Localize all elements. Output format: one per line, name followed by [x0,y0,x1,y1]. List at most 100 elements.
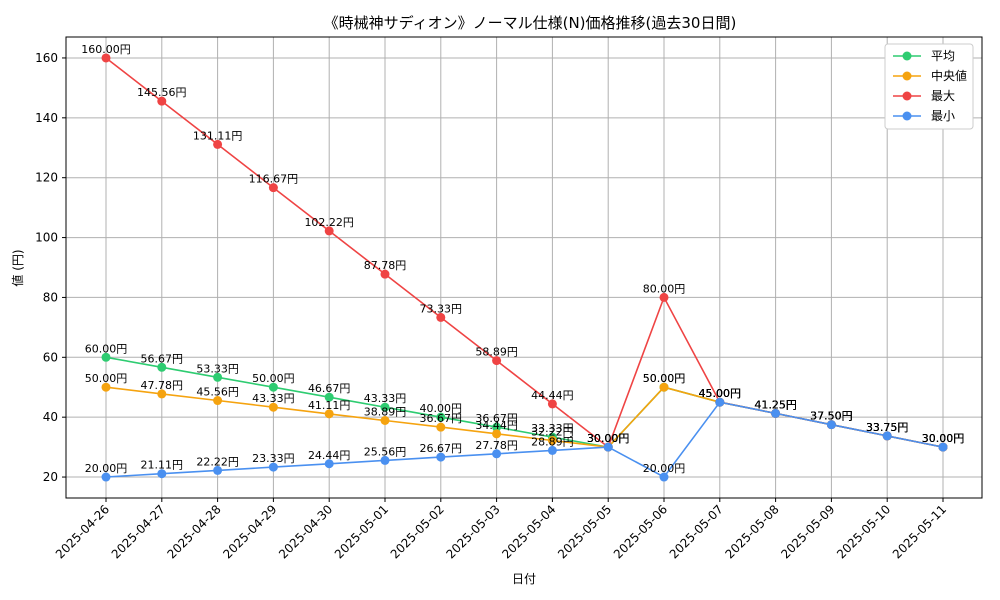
data-point [157,469,167,479]
data-point [157,96,167,106]
data-label: 50.00円 [643,372,686,385]
data-label: 37.50円 [810,410,853,423]
y-tick-label: 160 [35,51,58,65]
legend-item-平均: 平均 [893,49,955,63]
data-label: 30.00円 [922,432,965,445]
y-tick-label: 80 [43,290,58,304]
data-label: 53.33円 [196,362,239,375]
y-axis-ticks: 20 40 60 80 100 120 140 160 [35,51,66,484]
data-point [213,396,223,406]
data-label: 73.33円 [420,302,463,315]
data-point [659,382,669,392]
data-point [101,472,111,482]
data-label: 20.00円 [85,462,128,475]
data-point [380,415,390,425]
data-point [492,429,502,439]
data-point [882,431,892,441]
data-label: 20.00円 [643,462,686,475]
data-point [938,442,948,452]
data-label: 30.00円 [587,432,630,445]
y-tick-label: 140 [35,111,58,125]
data-label: 45.00円 [699,387,742,400]
data-label: 145.56円 [137,86,187,99]
data-point [659,472,669,482]
data-point [547,399,557,409]
legend-label: 中央値 [931,68,967,83]
data-label: 45.00円 [699,387,742,400]
y-tick-label: 20 [43,470,58,484]
data-point [603,442,613,452]
y-axis-label: 値 (円) [10,249,25,286]
data-label: 46.67円 [308,382,351,395]
data-label: 50.00円 [643,372,686,385]
data-label: 33.75円 [866,421,909,434]
data-point [268,183,278,193]
data-label: 24.44円 [308,449,351,462]
data-label: 116.67円 [249,173,299,186]
legend-box [884,43,974,130]
data-label: 41.11円 [308,399,351,412]
legend-item-最小: 最小 [893,109,955,123]
y-tick-label: 40 [43,410,58,424]
data-point [826,420,836,430]
y-tick-label: 100 [35,231,58,245]
grid-lines [66,37,982,498]
data-point [268,382,278,392]
data-point [380,455,390,465]
data-labels: 60.00円 56.67円 53.33円 50.00円 46.67円 43.33円 40.0… [81,43,964,475]
data-label: 30.00円 [587,432,630,445]
legend-item-中央値: 中央値 [893,68,967,83]
series-line [105,401,944,479]
data-label: 43.33円 [252,392,295,405]
data-point [157,362,167,372]
data-label: 43.33円 [364,392,407,405]
data-point [268,462,278,472]
legend-label: 最大 [931,89,955,103]
data-label: 131.11円 [193,129,243,142]
data-label: 60.00円 [85,342,128,355]
data-label: 34.44円 [475,419,518,432]
data-point [436,412,446,422]
data-point [547,445,557,455]
data-label: 37.50円 [810,410,853,423]
data-label: 56.67円 [141,352,184,365]
data-label: 45.56円 [196,386,239,399]
data-point [213,465,223,475]
data-label: 36.67円 [475,412,518,425]
data-point [324,226,334,236]
data-point [492,422,502,432]
data-label: 47.78円 [141,379,184,392]
data-label: 41.25円 [754,398,797,411]
data-label: 45.00円 [699,387,742,400]
data-label: 33.75円 [866,421,909,434]
y-tick-label: 120 [35,171,58,185]
data-label: 37.50円 [810,410,853,423]
data-label: 36.67円 [420,412,463,425]
legend-marker [902,91,912,101]
data-label: 30.00円 [587,432,630,445]
data-point [715,397,725,407]
data-label: 30.00円 [587,432,630,445]
data-point [771,408,781,418]
legend-marker [902,51,912,61]
data-label: 27.78円 [475,439,518,452]
data-label: 50.00円 [85,372,128,385]
data-point [436,422,446,432]
data-label: 45.00円 [699,387,742,400]
data-point [101,53,111,63]
data-point [101,352,111,362]
data-point [659,292,669,302]
data-point [436,312,446,322]
legend-label: 最小 [931,109,955,123]
data-label: 40.00円 [420,402,463,415]
data-label: 41.25円 [754,398,797,411]
data-label: 33.75円 [866,421,909,434]
data-point [492,356,502,366]
data-label: 38.89円 [364,405,407,418]
data-point [101,382,111,392]
data-label: 41.25円 [754,398,797,411]
data-point [213,139,223,149]
series-layer [101,53,948,482]
